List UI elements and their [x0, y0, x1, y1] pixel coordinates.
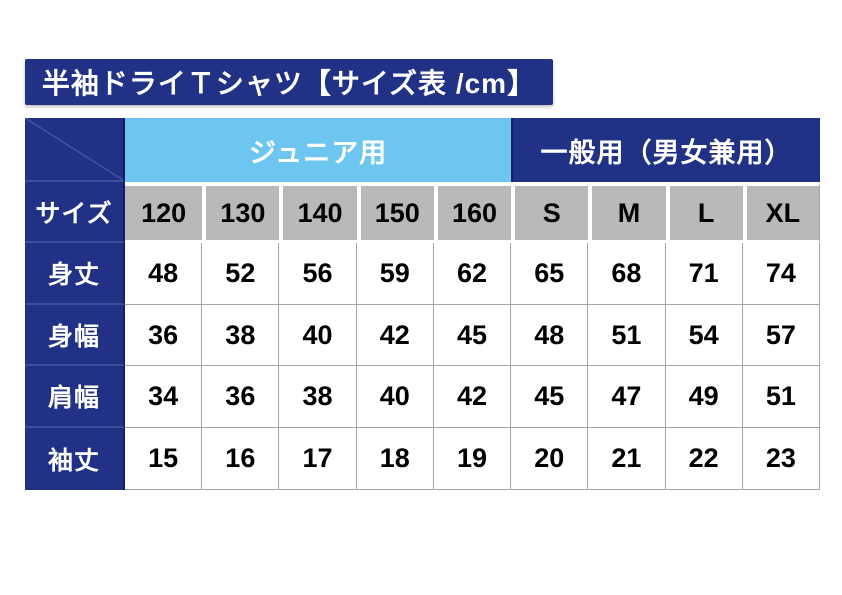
measurement-cell: 17 [279, 428, 357, 490]
measurement-cell: 52 [202, 243, 280, 305]
measurement-cell: 49 [665, 366, 743, 428]
measurement-cell: 51 [588, 305, 666, 366]
corner-diagonal-line [25, 118, 123, 180]
measurement-cell: 65 [511, 243, 589, 305]
measurement-cell: 42 [356, 305, 434, 366]
row-label-2: 肩幅 [25, 366, 125, 428]
row-label-3: 袖丈 [25, 428, 125, 490]
measurement-cell: 40 [279, 305, 357, 366]
size-column-header: L [665, 182, 743, 243]
size-column-header: XL [742, 182, 820, 243]
page-title-banner: 半袖ドライＴシャツ【サイズ表 /cm】 [25, 59, 553, 105]
measurement-cell: 34 [125, 366, 203, 428]
measurement-cell: 21 [588, 428, 666, 490]
measurement-cell: 45 [511, 366, 589, 428]
column-group-junior: ジュニア用 [125, 118, 512, 182]
measurement-cell: 54 [665, 305, 743, 366]
row-label-0: 身丈 [25, 243, 125, 305]
measurement-cell: 40 [356, 366, 434, 428]
measurement-cell: 48 [125, 243, 203, 305]
measurement-cell: 38 [202, 305, 280, 366]
size-column-header: 130 [202, 182, 280, 243]
measurement-cell: 18 [356, 428, 434, 490]
size-header-label: サイズ [25, 182, 125, 243]
measurement-cell: 45 [433, 305, 512, 366]
measurement-cell: 19 [433, 428, 512, 490]
corner-cell [25, 118, 125, 182]
measurement-cell: 71 [665, 243, 743, 305]
page-title: 半袖ドライＴシャツ【サイズ表 /cm】 [41, 68, 537, 99]
measurement-cell: 74 [742, 243, 820, 305]
measurement-cell: 38 [279, 366, 357, 428]
size-column-header: S [511, 182, 589, 243]
measurement-cell: 20 [511, 428, 589, 490]
size-column-header: 150 [356, 182, 434, 243]
measurement-cell: 57 [742, 305, 820, 366]
measurement-cell: 23 [742, 428, 820, 490]
measurement-cell: 42 [433, 366, 512, 428]
measurement-cell: 36 [125, 305, 203, 366]
column-group-adult: 一般用（男女兼用） [511, 118, 820, 182]
measurement-cell: 15 [125, 428, 203, 490]
measurement-cell: 48 [511, 305, 589, 366]
size-column-header: 160 [433, 182, 512, 243]
row-label-1: 身幅 [25, 305, 125, 366]
measurement-cell: 56 [279, 243, 357, 305]
measurement-cell: 51 [742, 366, 820, 428]
size-column-header: M [588, 182, 666, 243]
measurement-cell: 68 [588, 243, 666, 305]
measurement-cell: 62 [433, 243, 512, 305]
size-column-header: 120 [125, 182, 203, 243]
measurement-cell: 22 [665, 428, 743, 490]
size-column-header: 140 [279, 182, 357, 243]
measurement-cell: 47 [588, 366, 666, 428]
measurement-cell: 36 [202, 366, 280, 428]
measurement-cell: 59 [356, 243, 434, 305]
measurement-cell: 16 [202, 428, 280, 490]
size-table: ジュニア用 一般用（男女兼用） サイズ 120 130 140 150 160 S M L XL 身丈 4… [25, 118, 820, 490]
